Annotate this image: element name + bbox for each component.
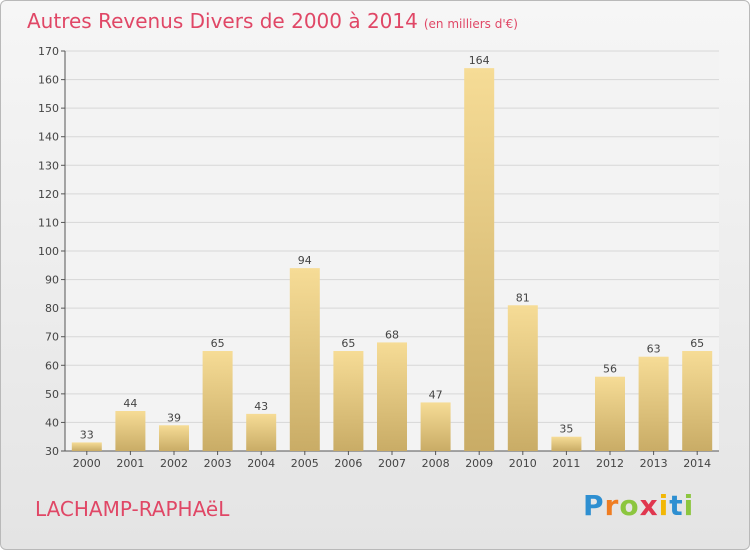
- x-tick-label: 2010: [509, 457, 537, 470]
- data-label: 65: [690, 337, 704, 350]
- y-tick-label: 60: [45, 359, 59, 372]
- x-tick-label: 2002: [160, 457, 188, 470]
- y-tick-label: 170: [38, 45, 59, 58]
- logo-letter: x: [639, 489, 659, 522]
- bar: [638, 356, 669, 451]
- bar: [159, 425, 189, 451]
- data-label: 81: [516, 291, 530, 304]
- data-label: 94: [298, 254, 312, 267]
- title-text: Autres Revenus Divers de 2000 à 2014: [27, 9, 418, 33]
- x-tick-label: 2005: [291, 457, 319, 470]
- x-tick-label: 2000: [73, 457, 101, 470]
- y-tick-label: 90: [45, 274, 59, 287]
- data-label: 65: [211, 337, 225, 350]
- x-tick-label: 2012: [596, 457, 624, 470]
- y-tick-label: 80: [45, 302, 59, 315]
- x-tick-label: 2003: [204, 457, 232, 470]
- unit-text: (en milliers d'€): [423, 17, 518, 31]
- bar: [464, 68, 495, 452]
- data-label: 164: [469, 54, 490, 67]
- logo-letter: r: [604, 489, 620, 522]
- bar: [289, 268, 320, 451]
- proxiti-logo: Proxiti: [583, 489, 694, 522]
- data-label: 47: [429, 388, 443, 401]
- chart-title: Autres Revenus Divers de 2000 à 2014 (en …: [27, 9, 518, 33]
- bar: [115, 411, 146, 451]
- x-tick-label: 2011: [552, 457, 580, 470]
- bar: [420, 402, 451, 451]
- bar: [333, 351, 364, 451]
- data-label: 63: [647, 343, 661, 356]
- y-tick-label: 100: [38, 245, 59, 258]
- x-tick-label: 2007: [378, 457, 406, 470]
- y-tick-label: 70: [45, 331, 59, 344]
- data-label: 44: [123, 397, 137, 410]
- bar: [71, 442, 102, 451]
- bar: [595, 376, 625, 451]
- data-label: 39: [167, 411, 181, 424]
- logo-letter: i: [683, 489, 695, 522]
- x-tick-label: 2013: [640, 457, 668, 470]
- logo-letter: o: [619, 489, 640, 522]
- y-tick-label: 50: [45, 388, 59, 401]
- bar: [377, 342, 407, 451]
- data-label: 33: [80, 428, 94, 441]
- x-tick-label: 2006: [334, 457, 362, 470]
- data-label: 68: [385, 328, 399, 341]
- x-tick-label: 2001: [116, 457, 144, 470]
- x-tick-label: 2008: [422, 457, 450, 470]
- bar: [202, 351, 233, 451]
- y-tick-label: 40: [45, 416, 59, 429]
- bar: [507, 305, 538, 451]
- bar: [246, 413, 277, 451]
- data-label: 56: [603, 363, 617, 376]
- y-tick-label: 160: [38, 74, 59, 87]
- y-tick-label: 150: [38, 102, 59, 115]
- data-label: 43: [254, 400, 268, 413]
- x-tick-label: 2004: [247, 457, 275, 470]
- x-tick-label: 2014: [683, 457, 711, 470]
- y-tick-label: 30: [45, 445, 59, 458]
- y-tick-label: 110: [38, 216, 59, 229]
- bar: [551, 436, 582, 451]
- y-tick-label: 140: [38, 131, 59, 144]
- x-tick-label: 2009: [465, 457, 493, 470]
- bar: [682, 351, 713, 451]
- commune-name: LACHAMP-RAPHAëL: [35, 497, 230, 521]
- logo-letter: P: [583, 489, 605, 522]
- logo-letter: t: [669, 489, 684, 522]
- logo-letter: i: [658, 489, 670, 522]
- y-tick-label: 120: [38, 188, 59, 201]
- y-tick-label: 130: [38, 159, 59, 172]
- data-label: 65: [341, 337, 355, 350]
- data-label: 35: [559, 423, 573, 436]
